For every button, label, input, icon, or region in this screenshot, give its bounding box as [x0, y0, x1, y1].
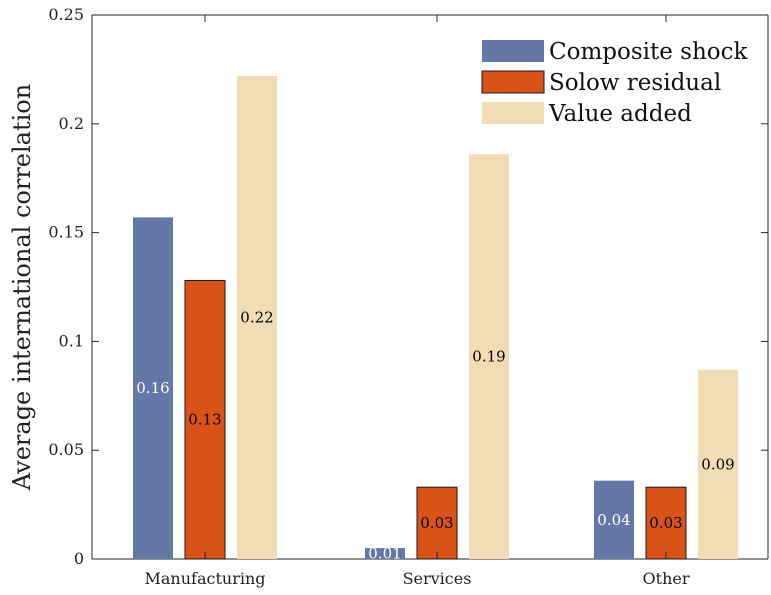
- x-tick-label: Manufacturing: [145, 569, 266, 588]
- y-axis-label: Average international correlation: [8, 84, 36, 491]
- x-tick-label: Services: [403, 569, 472, 588]
- bar-value-label: 0.03: [649, 514, 682, 532]
- bar: [645, 486, 687, 560]
- bar-value-label: 0.19: [472, 348, 505, 366]
- y-tick-label: 0.25: [48, 5, 84, 24]
- bar-value-label: 0.16: [136, 379, 169, 397]
- y-axis-ticks: 0 0.05 0.1 0.15 0.2 0.25: [48, 5, 768, 568]
- bars: [133, 75, 738, 560]
- y-tick-label: 0: [74, 549, 84, 568]
- x-axis-ticks: Manufacturing Services Other: [145, 15, 690, 588]
- bar-value-label: 0.13: [188, 411, 221, 429]
- legend-label: Composite shock: [549, 39, 748, 65]
- bar-value-label: 0.22: [240, 308, 273, 326]
- bar-value-label: 0.09: [701, 455, 734, 473]
- legend-label: Value added: [548, 101, 692, 127]
- bar-value-label: 0.04: [597, 511, 630, 529]
- legend-swatch: [482, 102, 544, 124]
- bar: [594, 480, 634, 559]
- bar-value-label: 0.01: [368, 545, 401, 563]
- bar: [416, 486, 458, 560]
- bar-data-labels: 0.16 0.13 0.22 0.01 0.03 0.19 0.04 0.03 0.09: [136, 308, 734, 562]
- x-tick-label: Other: [643, 569, 690, 588]
- bar: [365, 548, 405, 559]
- bar: [698, 369, 738, 559]
- y-tick-label: 0.2: [59, 114, 84, 133]
- bar-value-label: 0.03: [420, 514, 453, 532]
- y-tick-label: 0.05: [48, 440, 84, 459]
- legend: Composite shock Solow residual Value added: [481, 39, 748, 127]
- bar: [469, 154, 509, 559]
- legend-swatch: [482, 40, 544, 62]
- legend-label: Solow residual: [549, 70, 721, 96]
- y-tick-label: 0.15: [48, 223, 84, 242]
- bar: [133, 217, 173, 560]
- y-tick-label: 0.1: [59, 331, 84, 350]
- legend-swatch: [481, 70, 545, 94]
- bar: [237, 75, 277, 559]
